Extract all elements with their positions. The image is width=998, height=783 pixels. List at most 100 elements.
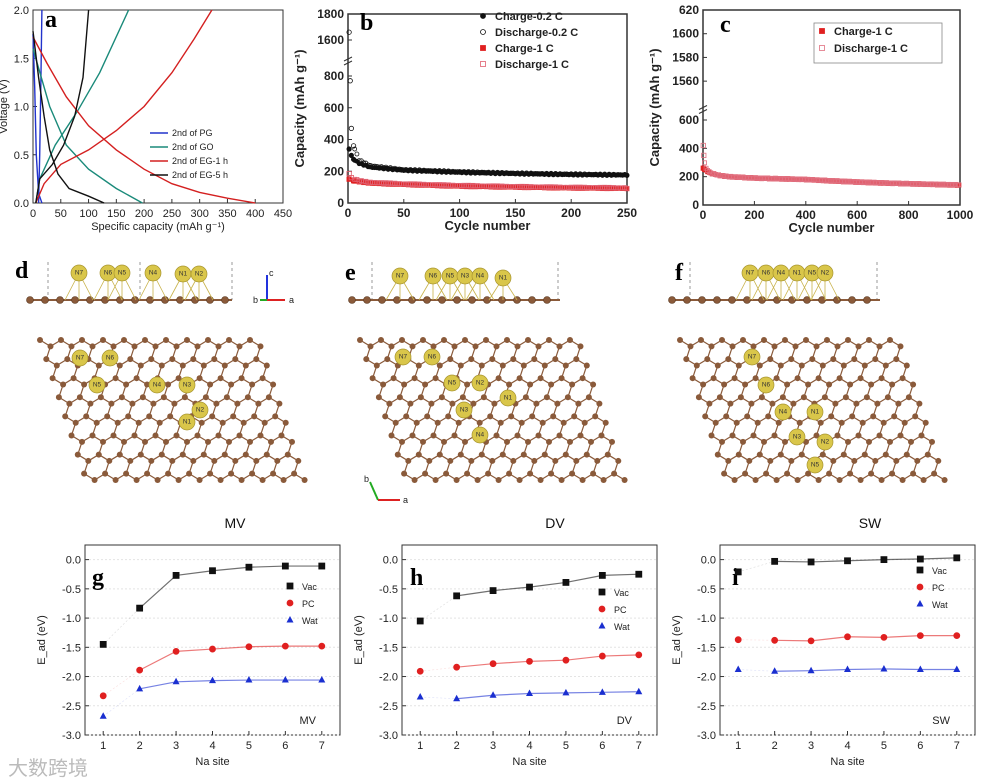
x-tick-label: 5: [881, 740, 887, 752]
carbon-atom: [870, 413, 877, 420]
data-point: [728, 173, 734, 179]
data-point: [867, 179, 872, 185]
x-tick-label: 200: [135, 208, 153, 220]
carbon-atom: [60, 381, 67, 388]
y-tick-label: -2.5: [62, 701, 81, 713]
carbon-atom: [221, 362, 228, 369]
y-tick-label: 0: [692, 198, 699, 212]
legend-marker: [598, 588, 606, 596]
series-connector: [738, 639, 775, 641]
carbon-atom: [409, 432, 416, 439]
carbon-atom: [100, 438, 106, 445]
axis-break-mark: [698, 105, 708, 114]
carbon-atom: [546, 438, 552, 445]
carbon-atom: [79, 337, 85, 343]
carbon-atom: [541, 362, 548, 369]
carbon-atom: [546, 337, 552, 343]
carbon-atom: [510, 457, 517, 464]
carbon-atom: [552, 457, 559, 464]
carbon-atom: [81, 470, 88, 477]
y-tick-label: -0.5: [379, 584, 398, 596]
y-tick-label: -2.0: [379, 672, 398, 684]
legend: Charge-0.2 C Discharge-0.2 C Charge-1 C Dis…: [480, 11, 578, 71]
data-point: [833, 178, 839, 184]
carbon-atom: [788, 296, 796, 304]
carbon-atom: [176, 296, 184, 304]
carbon-atom: [438, 296, 446, 304]
carbon-atom: [83, 413, 90, 420]
carbon-atom: [826, 470, 833, 477]
data-point: [370, 163, 375, 169]
carbon-atom: [215, 432, 222, 439]
carbon-atom: [828, 413, 835, 420]
na-site-label: N6: [762, 270, 771, 277]
carbon-atom: [426, 457, 433, 464]
carbon-atom: [127, 457, 134, 464]
series-wat: [99, 676, 326, 719]
carbon-atom: [81, 381, 88, 388]
carbon-atom: [863, 296, 871, 304]
carbon-atom: [845, 337, 851, 343]
carbon-atom: [788, 457, 795, 464]
carbon-atom: [497, 419, 504, 426]
na-atom: [191, 401, 209, 419]
carbon-atom: [205, 337, 211, 343]
carbon-atom: [152, 343, 159, 350]
side-view: N7 N6 N5 N3 N4 N1: [348, 267, 560, 304]
carbon-atom: [777, 451, 784, 458]
carbon-atom: [282, 419, 289, 426]
carbon-atom: [752, 375, 759, 382]
carbon-atom: [893, 457, 900, 464]
x-tick-label: 350: [218, 208, 236, 220]
carbon-atom: [803, 337, 809, 343]
data-point: [555, 171, 561, 177]
carbon-atom: [436, 362, 443, 369]
na-site-label: N4: [777, 270, 786, 277]
series-line: [139, 565, 322, 609]
series-connector: [103, 607, 140, 645]
carbon-atom: [242, 451, 249, 458]
carbon-atom: [432, 477, 439, 484]
data-point: [361, 160, 367, 166]
carbon-atom: [179, 451, 186, 458]
carbon-atom: [163, 337, 169, 343]
data-point: [376, 164, 382, 170]
data-point: [367, 163, 373, 168]
na-site-label: N4: [149, 270, 158, 277]
x-tick-label: 7: [636, 740, 642, 752]
carbon-atom: [602, 419, 609, 426]
data-point: [553, 171, 558, 176]
carbon-atom: [714, 451, 721, 458]
na-atom: [423, 348, 441, 366]
x-tick-label: 0: [345, 206, 352, 220]
series-line: [456, 654, 639, 668]
carbon-atom: [708, 432, 715, 439]
carbon-atom: [131, 432, 138, 439]
carbon-atom: [148, 356, 155, 363]
data-point: [947, 182, 953, 188]
carbon-atom: [462, 337, 468, 343]
data-point: [620, 172, 625, 178]
na-site-label: N7: [75, 270, 84, 277]
na-site-label: N5: [93, 382, 102, 389]
plot-frame: [401, 544, 658, 736]
na-atom: [424, 267, 442, 285]
carbon-atom: [386, 400, 393, 407]
carbon-atom: [472, 343, 479, 350]
data-point: [953, 554, 961, 562]
na-atom: [499, 389, 517, 407]
carbon-atom: [196, 375, 203, 382]
carbon-atom: [857, 477, 864, 484]
carbon-atom: [100, 337, 106, 343]
carbon-atom: [836, 375, 843, 382]
legend-marker: [598, 605, 606, 613]
na-site-label: N4: [476, 432, 485, 439]
carbon-atom: [895, 400, 902, 407]
carbon-atom: [903, 362, 910, 369]
carbon-atom: [498, 296, 506, 304]
data-point: [374, 163, 380, 169]
carbon-atom: [470, 400, 477, 407]
legend-label: PC: [302, 599, 315, 609]
data-point: [533, 170, 538, 176]
